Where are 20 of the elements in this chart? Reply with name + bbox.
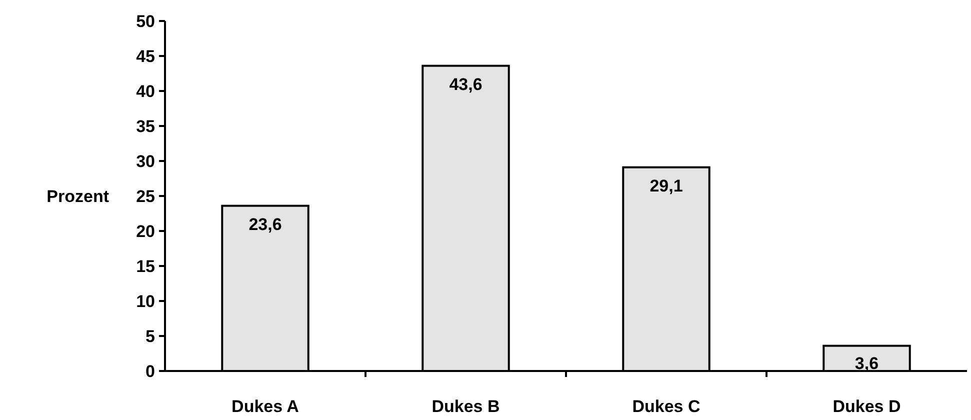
- y-tick-label: 5: [146, 326, 155, 346]
- y-axis-title: Prozent: [46, 186, 110, 206]
- y-tick-label: 35: [136, 116, 155, 136]
- data-label: 43,6: [449, 74, 482, 94]
- x-tick-label: Dukes A: [232, 397, 299, 416]
- data-label: 23,6: [248, 214, 282, 234]
- y-tick-label: 25: [136, 186, 155, 206]
- y-tick-label: 50: [136, 12, 155, 31]
- y-tick-label: 40: [136, 82, 155, 101]
- y-tick-label: 45: [136, 46, 155, 66]
- y-tick-label: 20: [136, 222, 155, 241]
- data-label: 3,6: [854, 354, 879, 373]
- y-tick-label: 0: [146, 362, 155, 381]
- x-tick-label: Dukes D: [832, 397, 901, 416]
- x-tick-label: Dukes C: [632, 397, 700, 416]
- y-tick-label: 30: [136, 152, 155, 171]
- y-tick-label: 10: [136, 292, 155, 311]
- data-label: 29,1: [650, 176, 683, 196]
- y-tick-label: 15: [136, 256, 155, 276]
- x-tick-label: Dukes B: [432, 397, 500, 416]
